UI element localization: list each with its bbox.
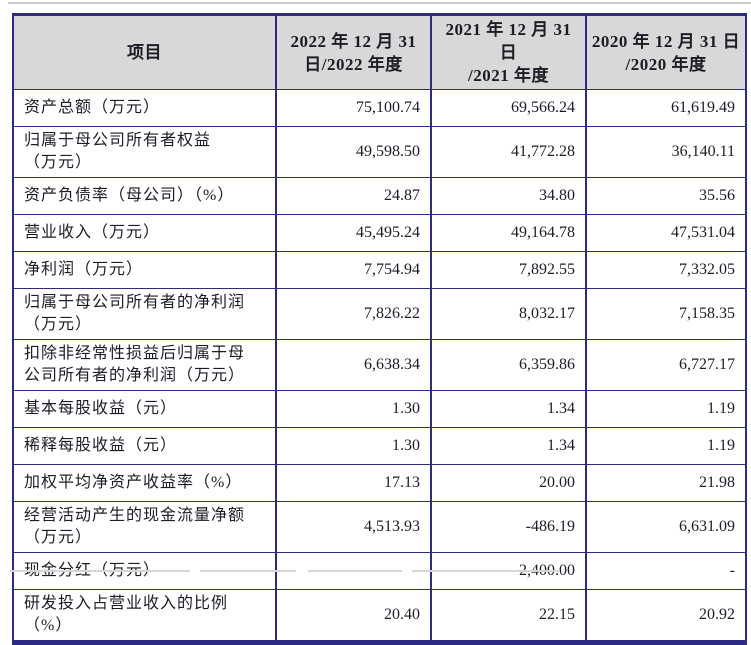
row-label: 净利润（万元） xyxy=(12,251,277,289)
column-header-2022-line2: 日/2022 年度 xyxy=(304,54,403,74)
value-2021: 1.34 xyxy=(430,427,587,465)
value-2022: 7,826.22 xyxy=(275,288,432,340)
value-2022: 1.30 xyxy=(275,427,432,465)
row-label: 营业收入（万元） xyxy=(12,214,277,252)
row-label: 加权平均净资产收益率（%） xyxy=(12,464,277,502)
value-2021: 49,164.78 xyxy=(430,214,587,252)
value-2021: 22.15 xyxy=(430,589,587,643)
value-2020: 6,631.09 xyxy=(585,501,747,553)
row-label: 扣除非经常性损益后归属于母 公司所有者的净利润（万元） xyxy=(12,339,277,391)
table-row-rd-ratio: 研发投入占营业收入的比例 （%） 20.40 22.15 20.92 xyxy=(12,589,747,643)
value-2022: 20.40 xyxy=(275,589,432,643)
value-2021: 34.80 xyxy=(430,177,587,215)
value-2020: 61,619.49 xyxy=(585,89,747,127)
value-2022: 1.30 xyxy=(275,390,432,428)
table-row-parent-net-profit: 归属于母公司所有者的净利润 （万元） 7,826.22 8,032.17 7,1… xyxy=(12,288,747,340)
column-header-item-label: 项目 xyxy=(127,43,162,62)
financial-summary-table: 项目 2022 年 12 月 31 日/2022 年度 2021 年 12 月 … xyxy=(12,13,747,645)
column-header-2020-line1: 2020 年 12 月 31 日 xyxy=(591,31,741,51)
table-row-revenue: 营业收入（万元） 45,495.24 49,164.78 47,531.04 xyxy=(12,214,747,252)
value-2020: 6,727.17 xyxy=(585,339,747,391)
value-2021: 1.34 xyxy=(430,390,587,428)
column-header-2021-line1: 2021 年 12 月 31 日 xyxy=(445,20,572,62)
column-header-2021-line2: /2021 年度 xyxy=(468,66,549,85)
value-2021: 41,772.28 xyxy=(430,126,587,178)
value-2020: 20.92 xyxy=(585,589,747,643)
value-2022: 6,638.34 xyxy=(275,339,432,391)
table-row-total-assets: 资产总额（万元） 75,100.74 69,566.24 61,619.49 xyxy=(12,89,747,127)
page-bottom-rule-segment xyxy=(308,570,402,572)
value-2022: 75,100.74 xyxy=(275,89,432,127)
column-header-2022-line1: 2022 年 12 月 31 xyxy=(290,31,417,51)
table-row-diluted-eps: 稀释每股收益（元） 1.30 1.34 1.19 xyxy=(12,427,747,465)
row-label: 资产负债率（母公司）（%） xyxy=(12,177,277,215)
value-2021: 8,032.17 xyxy=(430,288,587,340)
row-label: 归属于母公司所有者的净利润 （万元） xyxy=(12,288,277,340)
value-2021: 69,566.24 xyxy=(430,89,587,127)
value-2021: 6,359.86 xyxy=(430,339,587,391)
page-bottom-rule-segment xyxy=(200,570,296,572)
value-2022: 45,495.24 xyxy=(275,214,432,252)
table-row-parent-equity: 归属于母公司所有者权益 （万元） 49,598.50 41,772.28 36,… xyxy=(12,126,747,178)
value-2021: 7,892.55 xyxy=(430,251,587,289)
column-header-2020: 2020 年 12 月 31 日 /2020 年度 xyxy=(585,14,747,90)
value-2021: -486.19 xyxy=(430,501,587,553)
page-top-rule xyxy=(8,2,751,4)
value-2020: 1.19 xyxy=(585,427,747,465)
value-2020: - xyxy=(585,552,747,590)
value-2020: 47,531.04 xyxy=(585,214,747,252)
row-label: 稀释每股收益（元） xyxy=(12,427,277,465)
column-header-2020-line2: /2020 年度 xyxy=(625,54,707,74)
value-2020: 7,332.05 xyxy=(585,251,747,289)
row-label: 经营活动产生的现金流量净额 （万元） xyxy=(12,501,277,553)
row-label: 研发投入占营业收入的比例 （%） xyxy=(12,589,277,643)
column-header-item: 项目 xyxy=(12,14,277,90)
value-2020: 21.98 xyxy=(585,464,747,502)
value-2022: 4,513.93 xyxy=(275,501,432,553)
value-2022: 24.87 xyxy=(275,177,432,215)
value-2020: 7,158.35 xyxy=(585,288,747,340)
table-row-deducted-net-profit: 扣除非经常性损益后归属于母 公司所有者的净利润（万元） 6,638.34 6,3… xyxy=(12,339,747,391)
page-bottom-rule-segment xyxy=(10,570,190,572)
table-row-debt-ratio: 资产负债率（母公司）（%） 24.87 34.80 35.56 xyxy=(12,177,747,215)
table-row-operating-cash-flow: 经营活动产生的现金流量净额 （万元） 4,513.93 -486.19 6,63… xyxy=(12,501,747,553)
header-row: 项目 2022 年 12 月 31 日/2022 年度 2021 年 12 月 … xyxy=(12,14,747,90)
row-label: 归属于母公司所有者权益 （万元） xyxy=(12,126,277,178)
value-2021: 20.00 xyxy=(430,464,587,502)
value-2022: 7,754.94 xyxy=(275,251,432,289)
value-2020: 36,140.11 xyxy=(585,126,747,178)
value-2022: 49,598.50 xyxy=(275,126,432,178)
value-2020: 35.56 xyxy=(585,177,747,215)
page-bottom-rule-segment xyxy=(412,570,560,572)
column-header-2021: 2021 年 12 月 31 日 /2021 年度 xyxy=(430,14,587,90)
row-label: 资产总额（万元） xyxy=(12,89,277,127)
table-row-weighted-roe: 加权平均净资产收益率（%） 17.13 20.00 21.98 xyxy=(12,464,747,502)
column-header-2022: 2022 年 12 月 31 日/2022 年度 xyxy=(275,14,432,90)
table-row-basic-eps: 基本每股收益（元） 1.30 1.34 1.19 xyxy=(12,390,747,428)
value-2020: 1.19 xyxy=(585,390,747,428)
table-row-net-profit: 净利润（万元） 7,754.94 7,892.55 7,332.05 xyxy=(12,251,747,289)
row-label: 基本每股收益（元） xyxy=(12,390,277,428)
value-2022: 17.13 xyxy=(275,464,432,502)
